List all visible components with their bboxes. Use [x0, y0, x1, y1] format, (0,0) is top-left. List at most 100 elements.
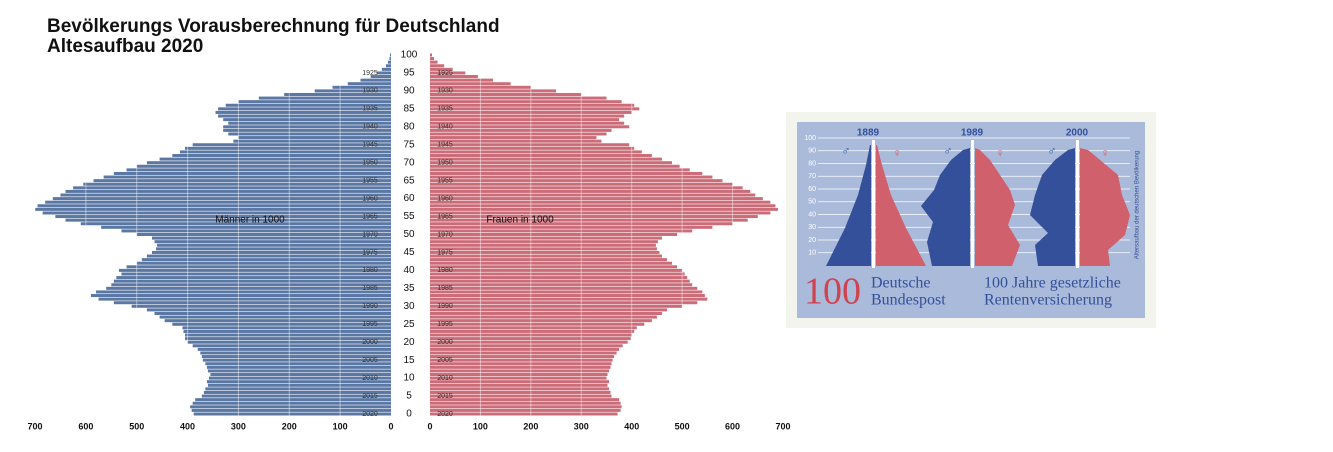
bar	[430, 182, 733, 186]
bar	[430, 383, 608, 387]
bar	[430, 351, 617, 355]
bar	[430, 200, 771, 204]
bar	[430, 128, 612, 132]
y-tick-label: 35	[403, 283, 415, 294]
x-tick-label: 700	[775, 421, 790, 431]
y2-tick-label: 1965	[362, 213, 378, 220]
bar	[159, 157, 391, 161]
bar	[430, 204, 776, 208]
bar	[430, 186, 743, 190]
y2-tick-label: 1950	[437, 160, 453, 167]
bar	[111, 283, 392, 287]
bar	[195, 398, 391, 402]
stamp-symbol: ♂	[944, 144, 953, 158]
bar	[430, 222, 733, 226]
y2-tick-label: 1955	[362, 177, 378, 184]
y2-tick-label: 2005	[362, 357, 378, 364]
bar	[430, 401, 621, 405]
bar	[430, 150, 642, 154]
y-tick-label: 95	[403, 68, 415, 79]
x-tick-label: 500	[675, 421, 690, 431]
y2-tick-label: 2015	[437, 393, 453, 400]
y2-tick-label: 2020	[362, 411, 378, 418]
bar	[430, 107, 640, 111]
bar	[430, 398, 620, 402]
bar	[192, 401, 391, 405]
x-tick-label: 600	[725, 421, 740, 431]
bar	[218, 114, 391, 118]
stamp-year: 1989	[961, 128, 984, 139]
bar	[370, 75, 391, 79]
bar	[430, 390, 611, 394]
bar	[136, 232, 391, 237]
bar	[430, 333, 632, 337]
bar	[215, 110, 391, 114]
bar	[113, 301, 391, 305]
x-tick-label: 0	[388, 421, 393, 431]
y2-tick-label: 1990	[362, 303, 378, 310]
bar	[430, 197, 763, 201]
bar	[113, 279, 391, 283]
bar	[103, 175, 392, 179]
bar	[45, 200, 392, 204]
bar	[258, 96, 391, 100]
bar	[206, 380, 391, 384]
bar	[65, 189, 391, 193]
bar	[179, 150, 391, 154]
bar	[430, 125, 630, 129]
bar	[206, 365, 391, 369]
y2-tick-label: 1960	[437, 195, 453, 202]
stamp-pyramid	[826, 145, 871, 266]
bar	[430, 408, 621, 412]
stamp: 1889 1989 2000 ♂ ♀ ♂ ♀ ♂ ♀ Altersaufbau …	[786, 112, 1156, 328]
y2-tick-label: 2010	[437, 375, 453, 382]
bar	[228, 121, 391, 125]
chart-title: Bevölkerungs Vorausberechnung für Deutsc…	[47, 16, 500, 37]
bar	[126, 265, 392, 269]
annotation: Frauen in 1000	[486, 215, 554, 226]
x-tick-label: 200	[282, 421, 297, 431]
bar	[192, 143, 391, 147]
bar	[197, 347, 391, 351]
y2-tick-label: 1965	[437, 213, 453, 220]
bar	[106, 286, 391, 290]
bar	[146, 308, 391, 312]
y2-tick-label: 2000	[437, 339, 453, 346]
stamp-symbol: ♂	[1048, 144, 1057, 158]
bar	[210, 373, 391, 377]
bar	[430, 143, 630, 147]
bar	[203, 390, 391, 394]
bar	[430, 118, 620, 122]
bar	[192, 344, 391, 348]
bar	[238, 136, 391, 140]
bar	[430, 240, 658, 244]
bar	[430, 218, 748, 222]
bar	[430, 290, 703, 294]
bar	[164, 319, 391, 323]
bar	[430, 82, 511, 86]
bar	[182, 326, 391, 330]
bar	[430, 211, 771, 215]
bar	[430, 229, 693, 233]
bar	[430, 171, 703, 175]
y2-tick-label: 1980	[362, 267, 378, 274]
bar	[430, 322, 645, 326]
bar	[430, 326, 637, 330]
annotation: Männer in 1000	[215, 215, 285, 226]
bar	[116, 276, 391, 280]
bar	[430, 250, 660, 254]
stamp-denomination: 100	[804, 271, 861, 313]
stamp-pyramid	[975, 148, 1020, 266]
bar	[430, 157, 662, 161]
bar	[430, 405, 622, 409]
bar	[430, 362, 612, 366]
bar	[381, 67, 391, 71]
y-tick-label: 70	[403, 157, 415, 168]
bar	[430, 146, 635, 150]
y2-tick-label: 1970	[362, 231, 378, 238]
y2-tick-label: 2015	[362, 393, 378, 400]
bar	[389, 53, 391, 57]
bar	[430, 358, 613, 362]
bar	[430, 376, 607, 380]
x-tick-label: 300	[574, 421, 589, 431]
